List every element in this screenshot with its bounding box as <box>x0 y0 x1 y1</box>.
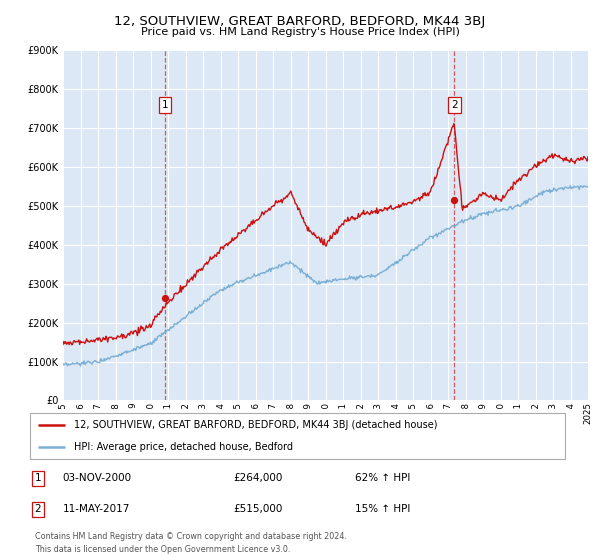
Text: 12, SOUTHVIEW, GREAT BARFORD, BEDFORD, MK44 3BJ (detached house): 12, SOUTHVIEW, GREAT BARFORD, BEDFORD, M… <box>74 420 437 430</box>
Text: £515,000: £515,000 <box>234 504 283 514</box>
Text: Price paid vs. HM Land Registry's House Price Index (HPI): Price paid vs. HM Land Registry's House … <box>140 27 460 37</box>
Text: 2: 2 <box>451 100 458 110</box>
Text: 2: 2 <box>34 504 41 514</box>
Text: 03-NOV-2000: 03-NOV-2000 <box>62 473 132 483</box>
Text: 1: 1 <box>34 473 41 483</box>
Text: 15% ↑ HPI: 15% ↑ HPI <box>355 504 410 514</box>
Text: 1: 1 <box>162 100 169 110</box>
FancyBboxPatch shape <box>29 413 565 459</box>
Text: Contains HM Land Registry data © Crown copyright and database right 2024.
This d: Contains HM Land Registry data © Crown c… <box>35 533 347 554</box>
Point <box>160 293 170 302</box>
Text: 11-MAY-2017: 11-MAY-2017 <box>62 504 130 514</box>
Text: 12, SOUTHVIEW, GREAT BARFORD, BEDFORD, MK44 3BJ: 12, SOUTHVIEW, GREAT BARFORD, BEDFORD, M… <box>115 15 485 28</box>
Text: 62% ↑ HPI: 62% ↑ HPI <box>355 473 410 483</box>
Text: £264,000: £264,000 <box>234 473 283 483</box>
Point <box>449 195 459 204</box>
Text: HPI: Average price, detached house, Bedford: HPI: Average price, detached house, Bedf… <box>74 442 293 452</box>
